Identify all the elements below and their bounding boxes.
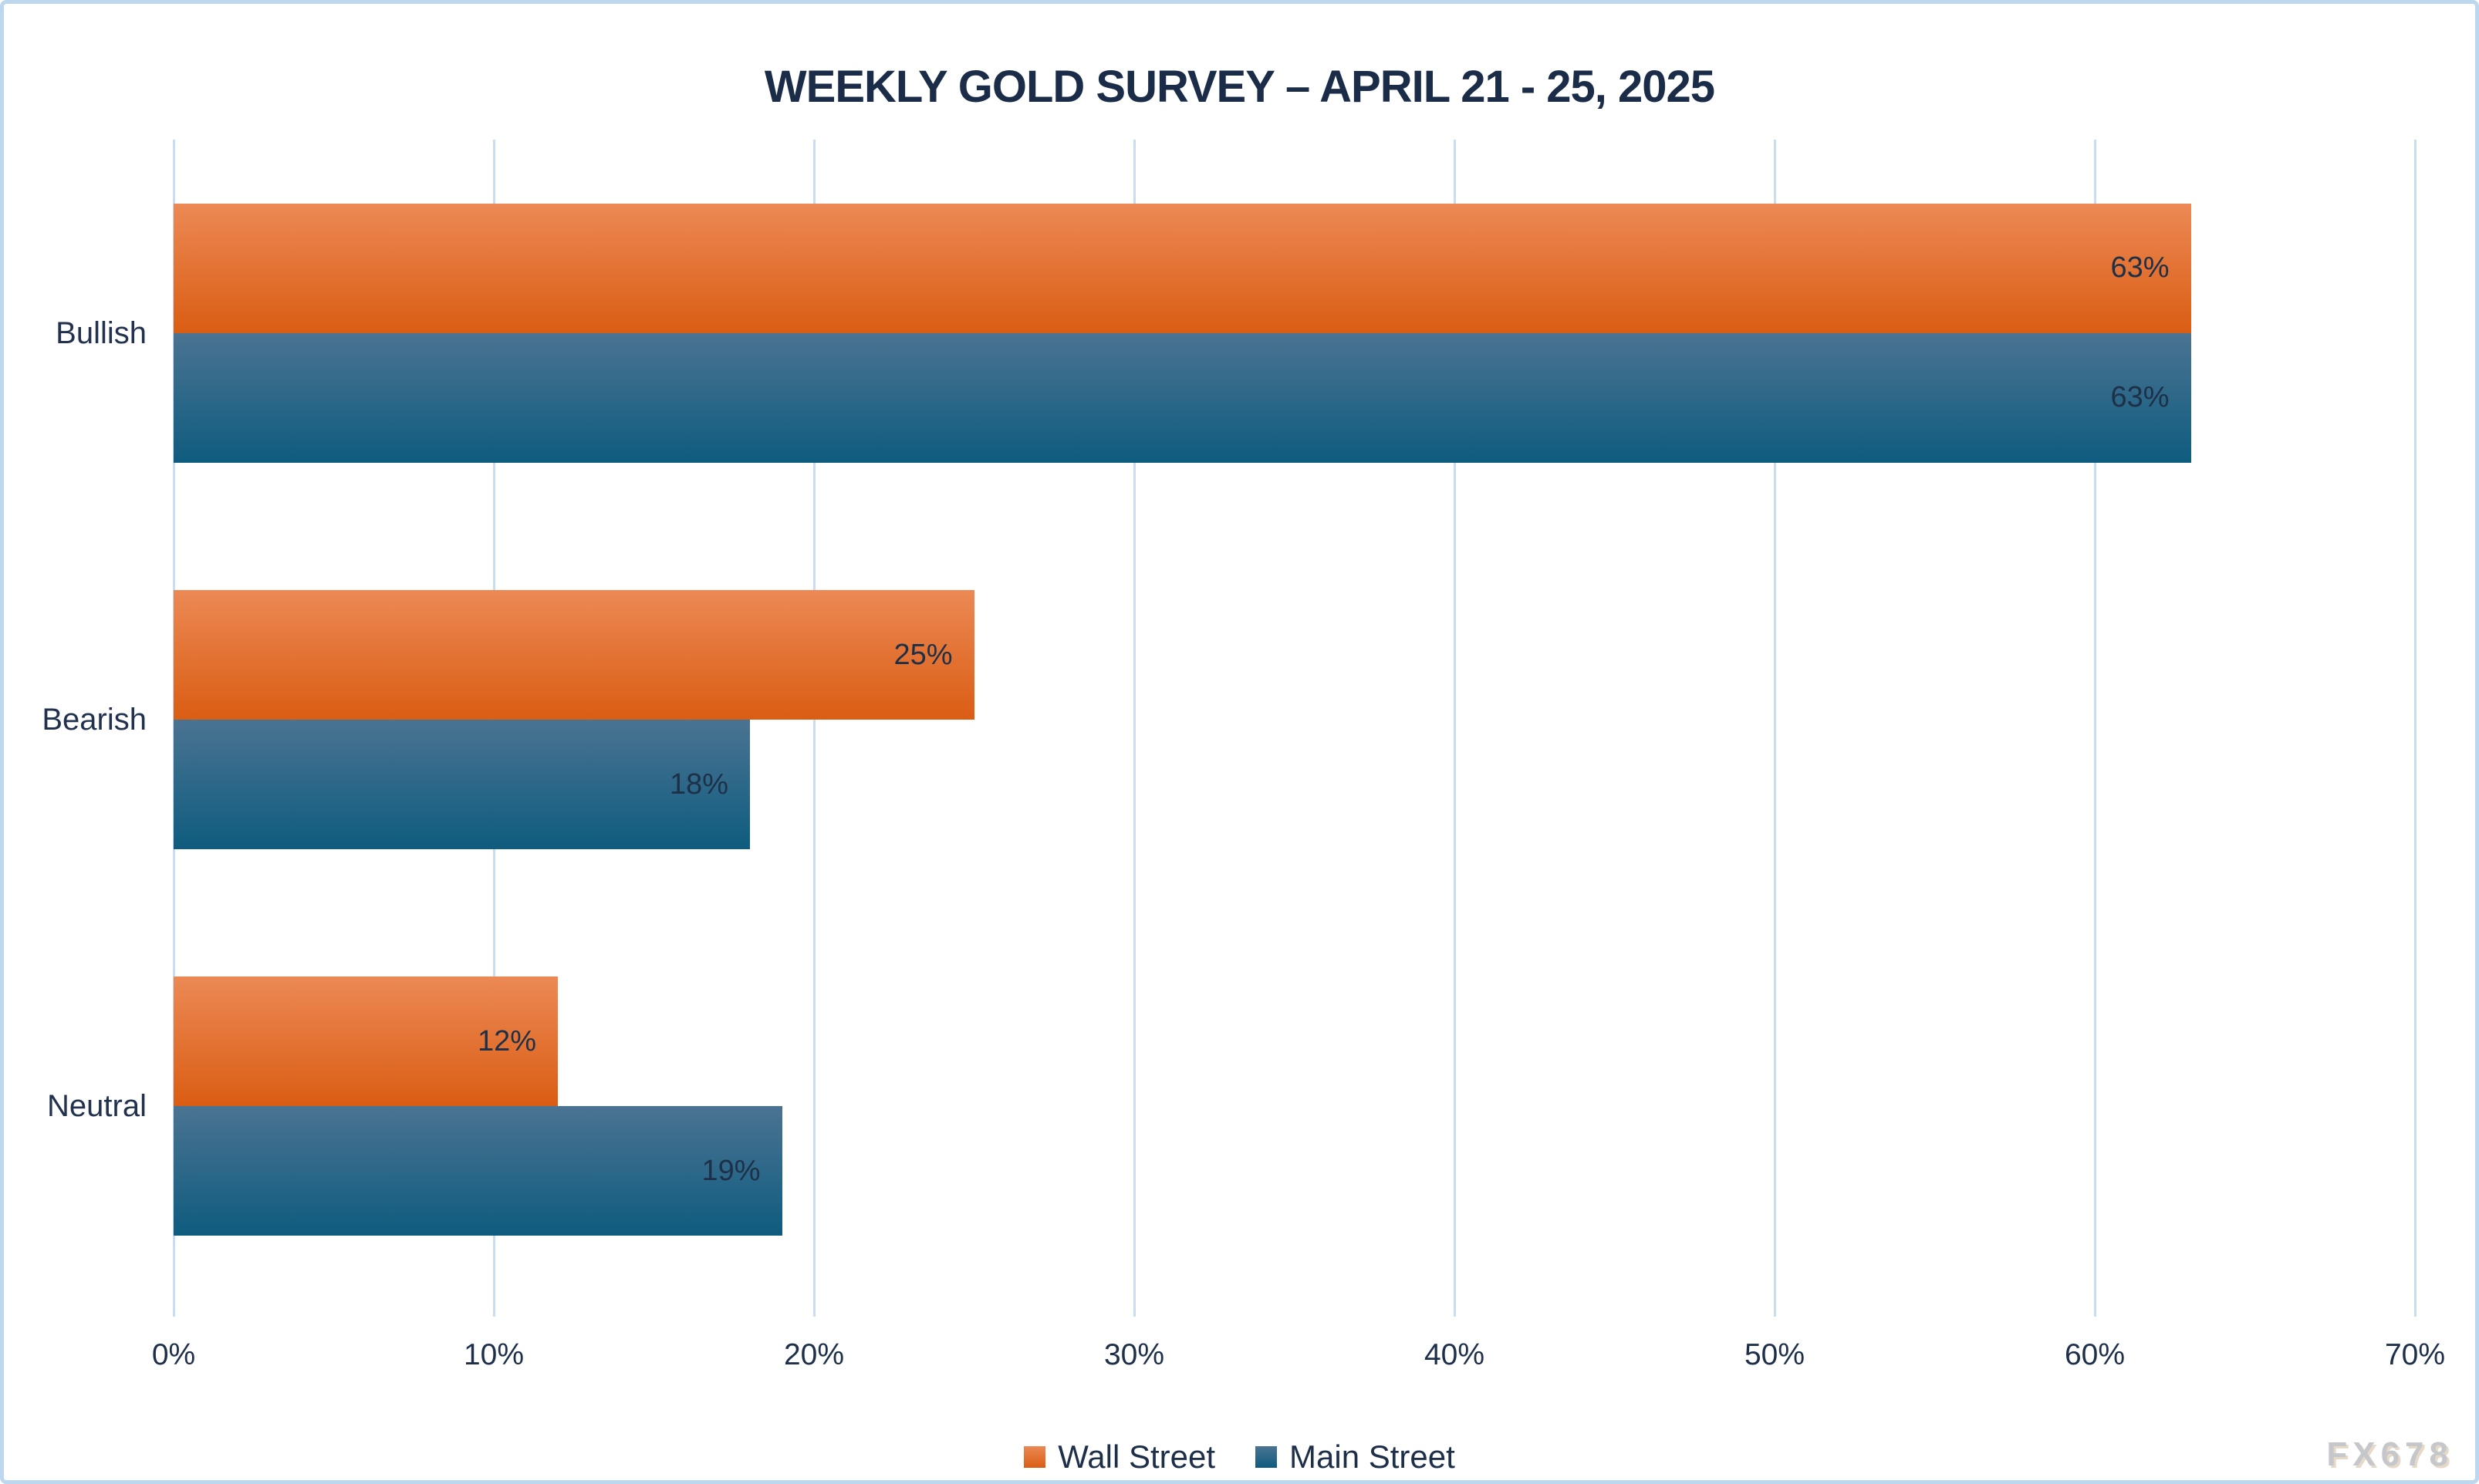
legend-label-main-street: Main Street bbox=[1289, 1438, 1455, 1475]
watermark: FX678 bbox=[2326, 1435, 2454, 1473]
category-label-bearish: Bearish bbox=[42, 703, 147, 737]
x-axis-tick-label-40%: 40% bbox=[1424, 1338, 1485, 1371]
legend-label-wall-street: Wall Street bbox=[1058, 1438, 1216, 1475]
x-axis-tick-label-60%: 60% bbox=[2064, 1338, 2126, 1371]
bar-value-label-main-street-bearish: 18% bbox=[669, 767, 728, 801]
bar-wall-street-bearish: 25% bbox=[174, 590, 974, 720]
legend: Wall Street Main Street bbox=[4, 1437, 2475, 1477]
gridline-40% bbox=[1453, 140, 1456, 1317]
bar-value-label-main-street-neutral: 19% bbox=[701, 1154, 761, 1187]
bar-value-label-main-street-bullish: 63% bbox=[2110, 381, 2170, 414]
legend-swatch-main-street bbox=[1255, 1446, 1278, 1468]
bar-main-street-bearish: 18% bbox=[174, 720, 750, 849]
x-axis-tick-label-30%: 30% bbox=[1103, 1338, 1165, 1371]
x-axis-tick-label-50%: 50% bbox=[1744, 1338, 1805, 1371]
bar-main-street-neutral: 19% bbox=[174, 1106, 782, 1236]
chart-title: WEEKLY GOLD SURVEY – APRIL 21 - 25, 2025 bbox=[764, 62, 1715, 112]
x-axis-tick-label-70%: 70% bbox=[2384, 1338, 2446, 1371]
bar-wall-street-neutral: 12% bbox=[174, 976, 558, 1107]
x-axis-tick-label-0%: 0% bbox=[151, 1338, 196, 1371]
legend-item-main-street: Main Street bbox=[1255, 1438, 1455, 1476]
bar-wall-street-bullish: 63% bbox=[174, 203, 2191, 333]
x-axis-tick-label-10%: 10% bbox=[463, 1338, 525, 1371]
category-label-bullish: Bullish bbox=[56, 315, 147, 350]
category-label-neutral: Neutral bbox=[47, 1089, 147, 1124]
gridline-30% bbox=[1133, 140, 1136, 1317]
x-axis-tick-label-20%: 20% bbox=[783, 1338, 845, 1371]
bar-main-street-bullish: 63% bbox=[174, 332, 2191, 463]
plot-area: 0% 10% 20% 30% 40% 50% 60% 70% Bullish 63% 63% Bear… bbox=[4, 4, 2475, 1480]
legend-item-wall-street: Wall Street bbox=[1024, 1438, 1215, 1476]
gridline-70% bbox=[2413, 140, 2417, 1317]
gridline-20% bbox=[812, 140, 816, 1317]
bar-value-label-wall-street-bullish: 63% bbox=[2110, 251, 2170, 285]
legend-swatch-wall-street bbox=[1024, 1446, 1046, 1468]
gridline-50% bbox=[1773, 140, 1776, 1317]
bar-value-label-wall-street-bearish: 25% bbox=[893, 638, 953, 671]
gridline-60% bbox=[2093, 140, 2096, 1317]
bar-value-label-wall-street-neutral: 12% bbox=[477, 1024, 536, 1057]
